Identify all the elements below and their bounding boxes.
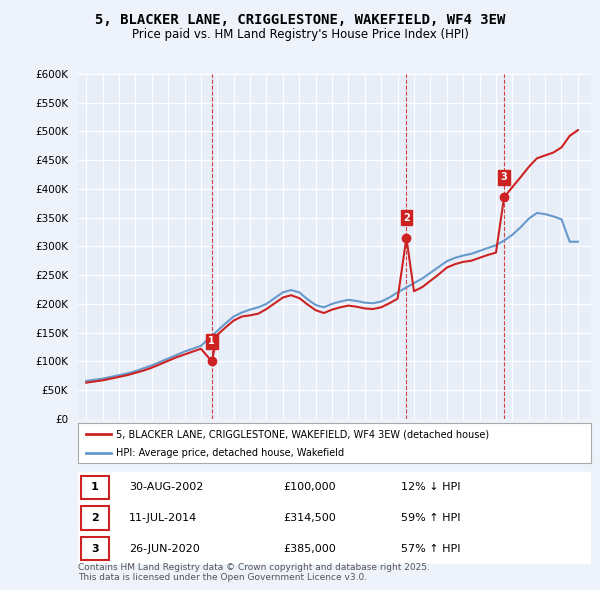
Text: 1: 1 [91,483,98,492]
Text: £100,000: £100,000 [283,483,336,492]
Text: 5, BLACKER LANE, CRIGGLESTONE, WAKEFIELD, WF4 3EW: 5, BLACKER LANE, CRIGGLESTONE, WAKEFIELD… [95,13,505,27]
Text: 30-AUG-2002: 30-AUG-2002 [130,483,203,492]
Text: 57% ↑ HPI: 57% ↑ HPI [401,544,461,553]
Text: 26-JUN-2020: 26-JUN-2020 [130,544,200,553]
Text: 2: 2 [403,213,410,223]
Text: 59% ↑ HPI: 59% ↑ HPI [401,513,461,523]
Bar [80,476,109,499]
Text: 1: 1 [208,336,215,346]
Bar [80,506,109,530]
Text: £314,500: £314,500 [283,513,336,523]
Text: 3: 3 [91,544,98,553]
Text: 5, BLACKER LANE, CRIGGLESTONE, WAKEFIELD, WF4 3EW (detached house): 5, BLACKER LANE, CRIGGLESTONE, WAKEFIELD… [116,430,490,440]
Text: Price paid vs. HM Land Registry's House Price Index (HPI): Price paid vs. HM Land Registry's House … [131,28,469,41]
Text: 12% ↓ HPI: 12% ↓ HPI [401,483,461,492]
Bar [80,537,109,560]
Text: £385,000: £385,000 [283,544,336,553]
Text: 3: 3 [501,172,508,182]
Text: Contains HM Land Registry data © Crown copyright and database right 2025.
This d: Contains HM Land Registry data © Crown c… [78,563,430,582]
Text: 11-JUL-2014: 11-JUL-2014 [130,513,197,523]
Text: HPI: Average price, detached house, Wakefield: HPI: Average price, detached house, Wake… [116,448,344,458]
Text: 2: 2 [91,513,98,523]
